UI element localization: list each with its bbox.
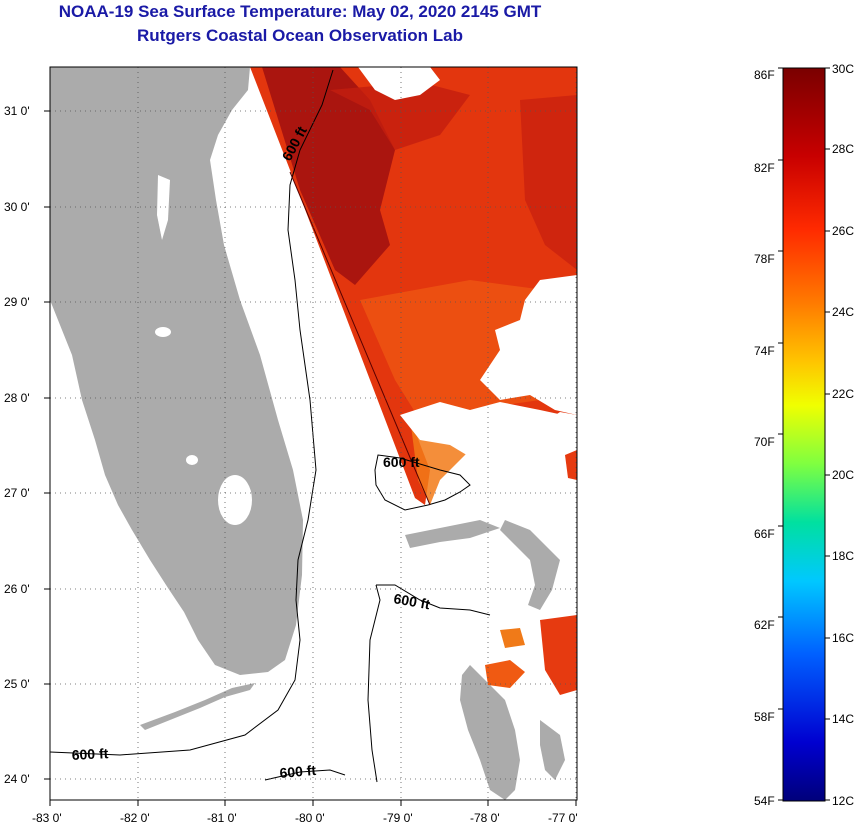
colorbar-f-label: 86F xyxy=(754,68,775,82)
colorbar-c-label: 16C xyxy=(832,631,854,645)
lat-label: 28 0' xyxy=(4,391,30,405)
sst-east-warm xyxy=(520,95,577,270)
inland-lake xyxy=(155,327,171,337)
lat-label: 29 0' xyxy=(4,295,30,309)
lon-label: -80 0' xyxy=(295,811,325,825)
colorbar-f-label: 74F xyxy=(754,344,775,358)
grand-bahama xyxy=(405,520,500,548)
colorbar-f-label: 58F xyxy=(754,710,775,724)
st-johns-river xyxy=(157,175,170,240)
sst-east-edge xyxy=(565,450,577,480)
isobath-label: 600 ft xyxy=(71,745,109,763)
sst-bahamas-west xyxy=(485,660,525,688)
colorbar-ticks xyxy=(778,67,830,801)
colorbar-c-label: 24C xyxy=(832,305,854,319)
isobath-contour xyxy=(264,769,346,781)
sst-bahamas-east xyxy=(540,615,577,695)
isobath-contour xyxy=(367,584,381,783)
colorbar-c-label: 22C xyxy=(832,387,854,401)
isobath-contour xyxy=(376,584,491,616)
isobath-contour xyxy=(374,454,471,511)
colorbar-c-label: 18C xyxy=(832,549,854,563)
map-title: NOAA-19 Sea Surface Temperature: May 02,… xyxy=(58,2,542,21)
sst-hot-core xyxy=(262,67,395,285)
colorbar-c-label: 14C xyxy=(832,712,854,726)
colorbar-c-label: 30C xyxy=(832,62,854,76)
bahamas-cay xyxy=(540,720,565,780)
isobath-label: 600 ft xyxy=(392,590,431,612)
cloud-gap-s xyxy=(400,402,577,470)
sst-bahamas-mid xyxy=(500,628,525,648)
lon-label: -81 0' xyxy=(207,811,237,825)
abaco-island xyxy=(500,520,560,610)
graticule xyxy=(50,67,577,800)
isobath-contour xyxy=(50,69,334,756)
lat-label: 31 0' xyxy=(4,104,30,118)
lat-label: 25 0' xyxy=(4,677,30,691)
lake-okeechobee xyxy=(218,475,252,525)
colorbar-f-label: 66F xyxy=(754,527,775,541)
inland-lake xyxy=(186,455,198,465)
lon-label: -77 0' xyxy=(548,811,578,825)
colorbar-f-label: 54F xyxy=(754,794,775,808)
lon-label: -83 0' xyxy=(32,811,62,825)
cloud-gap-e xyxy=(480,275,577,415)
map-subtitle: Rutgers Coastal Ocean Observation Lab xyxy=(137,26,463,45)
lat-label: 24 0' xyxy=(4,772,30,786)
colorbar-c-label: 26C xyxy=(832,224,854,238)
isobath-label: 600 ft xyxy=(383,454,420,470)
lon-label: -78 0' xyxy=(470,811,500,825)
lat-label: 27 0' xyxy=(4,486,30,500)
colorbar-f-label: 70F xyxy=(754,435,775,449)
colorbar-f-label: 78F xyxy=(754,252,775,266)
lon-label: -82 0' xyxy=(120,811,150,825)
andros-island xyxy=(460,665,520,800)
colorbar-c-label: 28C xyxy=(832,142,854,156)
lat-label: 26 0' xyxy=(4,582,30,596)
frame-ticks xyxy=(44,110,577,806)
colorbar-c-label: 20C xyxy=(832,468,854,482)
isobath-label: 600 ft xyxy=(279,762,317,781)
colorbar-c-label: 12C xyxy=(832,794,854,808)
florida-keys xyxy=(140,683,255,730)
sst-hot-patch xyxy=(330,82,470,150)
lat-label: 30 0' xyxy=(4,200,30,214)
colorbar xyxy=(782,67,826,802)
lon-label: -79 0' xyxy=(383,811,413,825)
cloud-gap-ne xyxy=(358,67,440,100)
colorbar-f-label: 62F xyxy=(754,618,775,632)
colorbar-f-label: 82F xyxy=(754,161,775,175)
